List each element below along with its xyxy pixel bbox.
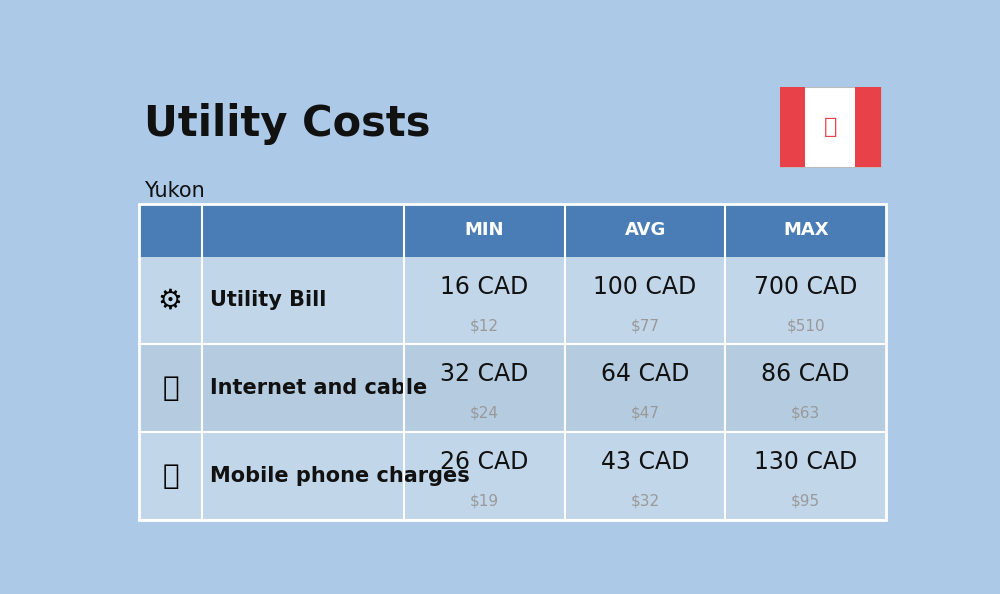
Text: $19: $19 xyxy=(470,494,499,508)
FancyBboxPatch shape xyxy=(780,87,805,168)
Text: $95: $95 xyxy=(791,494,820,508)
FancyBboxPatch shape xyxy=(139,204,886,257)
FancyBboxPatch shape xyxy=(139,344,886,432)
Text: 🍁: 🍁 xyxy=(824,117,837,137)
Text: Internet and cable: Internet and cable xyxy=(210,378,427,398)
Text: 700 CAD: 700 CAD xyxy=(754,274,857,299)
Text: 26 CAD: 26 CAD xyxy=(440,450,529,474)
Text: 16 CAD: 16 CAD xyxy=(440,274,529,299)
Text: MAX: MAX xyxy=(783,221,829,239)
FancyBboxPatch shape xyxy=(855,87,881,168)
FancyBboxPatch shape xyxy=(139,432,886,520)
Text: Utility Bill: Utility Bill xyxy=(210,290,327,310)
Text: 43 CAD: 43 CAD xyxy=(601,450,689,474)
Text: $510: $510 xyxy=(786,318,825,333)
Text: 32 CAD: 32 CAD xyxy=(440,362,529,386)
Text: 📱: 📱 xyxy=(162,462,179,489)
Text: $24: $24 xyxy=(470,406,499,421)
Text: $32: $32 xyxy=(631,494,660,508)
Text: Utility Costs: Utility Costs xyxy=(144,103,431,146)
Text: $47: $47 xyxy=(631,406,660,421)
Text: ⚙️: ⚙️ xyxy=(158,286,183,314)
Text: 130 CAD: 130 CAD xyxy=(754,450,857,474)
FancyBboxPatch shape xyxy=(780,87,881,168)
FancyBboxPatch shape xyxy=(139,257,886,344)
Text: Mobile phone charges: Mobile phone charges xyxy=(210,466,470,486)
Text: 64 CAD: 64 CAD xyxy=(601,362,689,386)
Text: Yukon: Yukon xyxy=(144,181,205,201)
Text: $63: $63 xyxy=(791,406,820,421)
Text: $77: $77 xyxy=(631,318,660,333)
Text: 100 CAD: 100 CAD xyxy=(593,274,697,299)
Text: 📡: 📡 xyxy=(162,374,179,402)
Text: $12: $12 xyxy=(470,318,499,333)
Text: AVG: AVG xyxy=(624,221,666,239)
Text: 86 CAD: 86 CAD xyxy=(761,362,850,386)
Text: MIN: MIN xyxy=(465,221,504,239)
